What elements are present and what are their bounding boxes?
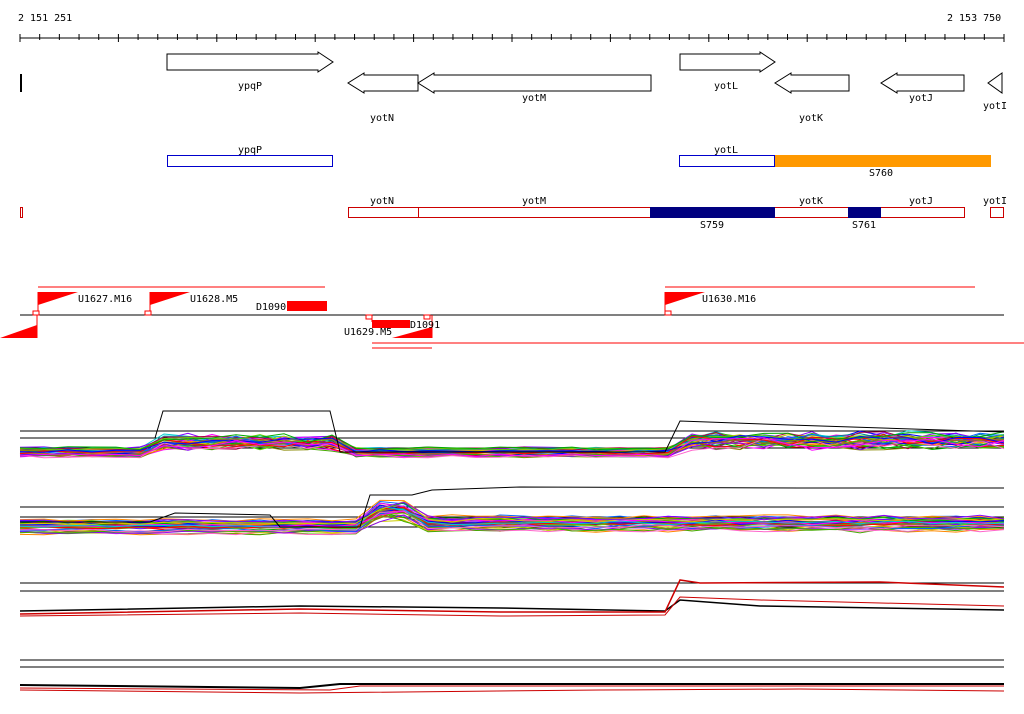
ruler-ticks bbox=[19, 34, 1005, 42]
ruler-end-coordinate: 2 153 750 bbox=[947, 13, 1002, 24]
expression-trace bbox=[19, 439, 1005, 458]
profile-panel-1 bbox=[19, 410, 1005, 459]
gene-arrow-yotL[interactable]: yotL bbox=[679, 51, 776, 92]
reverse-feature-left[interactable] bbox=[0, 315, 38, 338]
profile-panel-2-traces bbox=[19, 499, 1005, 536]
gene-annotation-track: ypqP yotN yotM yotL yotK yotJ yotI bbox=[20, 51, 1007, 124]
feature-label-U1627: U1627.M16 bbox=[78, 294, 132, 305]
upstream-feature-U1629[interactable]: U1629.M5 bbox=[344, 314, 410, 338]
expression-trace bbox=[19, 431, 1005, 451]
feature-label-U1628: U1628.M5 bbox=[190, 294, 238, 305]
gene-arrow-yotI[interactable]: yotI bbox=[983, 72, 1007, 112]
gene-label-ypqP: ypqP bbox=[238, 81, 262, 92]
gene-arrow-yotM[interactable]: yotM bbox=[417, 72, 652, 104]
plus-feature-yotL[interactable] bbox=[679, 155, 775, 167]
coordinate-ruler bbox=[19, 34, 1005, 42]
gene-arrow-yotJ[interactable]: yotJ bbox=[880, 72, 965, 104]
feature-label-D1090: D1090 bbox=[256, 302, 286, 313]
segment-S761[interactable] bbox=[848, 207, 881, 218]
gene-label-yotN: yotN bbox=[370, 113, 394, 124]
expression-trace bbox=[19, 506, 1005, 528]
profile-panel-3 bbox=[19, 579, 1005, 617]
ruler-start-coordinate: 2 151 251 bbox=[18, 13, 73, 24]
minus-feature-label-yotI: yotI bbox=[983, 196, 1007, 207]
minus-feature-yotN[interactable] bbox=[348, 207, 419, 218]
minus-strand-track: yotN yotM S759 S761 yotK yotJ yotI bbox=[20, 196, 1007, 231]
upstream-feature-U1627[interactable]: U1627.M16 bbox=[32, 292, 132, 316]
expression-trace bbox=[19, 501, 1005, 524]
downstream-feature-D1090[interactable]: D1090 bbox=[256, 301, 327, 313]
expression-trace bbox=[19, 437, 1005, 458]
gene-arrow-ypqP[interactable]: ypqP bbox=[166, 51, 334, 92]
minus-feature-label-yotN: yotN bbox=[370, 196, 394, 207]
segment-label-S760: S760 bbox=[869, 168, 893, 179]
profile-panel-2 bbox=[19, 486, 1005, 536]
gene-label-yotI: yotI bbox=[983, 101, 1007, 112]
expression-trace bbox=[19, 434, 1005, 453]
plus-feature-label-ypqP: ypqP bbox=[238, 145, 262, 156]
expression-trace bbox=[19, 510, 1005, 534]
gene-label-yotK: yotK bbox=[799, 113, 823, 124]
expression-trace bbox=[19, 510, 1005, 533]
feature-label-U1629: U1629.M5 bbox=[344, 327, 392, 338]
minus-feature-label-yotK: yotK bbox=[799, 196, 823, 207]
profile-panel-4 bbox=[19, 659, 1005, 694]
expression-profile-panels bbox=[19, 410, 1005, 694]
gene-label-yotJ: yotJ bbox=[909, 93, 933, 104]
segment-label-S761: S761 bbox=[852, 220, 876, 231]
minus-feature-label-yotM: yotM bbox=[522, 196, 546, 207]
transcription-features-track: U1627.M16 U1628.M5 D1090 U1630.M16 U1 bbox=[0, 286, 1024, 349]
minus-feature-partial bbox=[20, 207, 23, 218]
plus-feature-ypqP[interactable] bbox=[167, 155, 333, 167]
upstream-feature-U1630[interactable]: U1630.M16 bbox=[664, 292, 756, 316]
gene-arrow-yotK[interactable]: yotK bbox=[774, 72, 850, 124]
segment-S760[interactable] bbox=[775, 155, 991, 167]
gene-label-yotM: yotM bbox=[522, 93, 546, 104]
gene-arrow-yotN[interactable]: yotN bbox=[347, 72, 419, 124]
feature-label-U1630: U1630.M16 bbox=[702, 294, 756, 305]
gene-label-yotL: yotL bbox=[714, 81, 738, 92]
upstream-feature-U1628[interactable]: U1628.M5 bbox=[144, 292, 238, 316]
expression-trace bbox=[19, 502, 1005, 525]
feature-label-D1091: D1091 bbox=[410, 320, 440, 331]
plus-feature-label-yotL: yotL bbox=[714, 145, 738, 156]
segment-label-S759: S759 bbox=[700, 220, 724, 231]
segment-S759[interactable] bbox=[650, 207, 775, 218]
partial-gene-marker bbox=[20, 74, 22, 92]
expression-trace bbox=[19, 511, 1005, 536]
plus-strand-track: ypqP yotL S760 bbox=[167, 145, 991, 179]
minus-feature-yotI[interactable] bbox=[990, 207, 1004, 218]
profile-panel-1-traces bbox=[19, 430, 1005, 459]
downstream-feature-D1091[interactable]: D1091 bbox=[392, 314, 440, 338]
expression-trace bbox=[19, 434, 1005, 451]
expression-trace bbox=[19, 500, 1005, 526]
minus-feature-label-yotJ: yotJ bbox=[909, 196, 933, 207]
